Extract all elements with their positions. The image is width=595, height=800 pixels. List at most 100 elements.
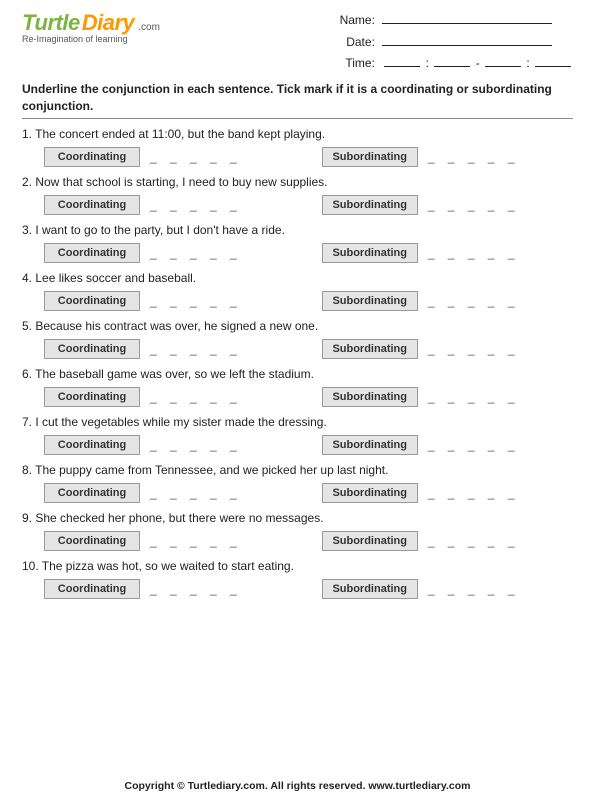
question-2: 2. Now that school is starting, I need t… bbox=[22, 175, 573, 215]
option-subordinating: Subordinating _ _ _ _ _ bbox=[322, 291, 520, 311]
question-9: 9. She checked her phone, but there were… bbox=[22, 511, 573, 551]
answer-blank[interactable]: _ _ _ _ _ bbox=[150, 246, 242, 260]
time-blank-4[interactable] bbox=[535, 66, 571, 67]
option-subordinating: Subordinating _ _ _ _ _ bbox=[322, 531, 520, 551]
logo-word-diary: Diary bbox=[82, 10, 135, 36]
option-coordinating: Coordinating _ _ _ _ _ bbox=[44, 483, 242, 503]
date-label: Date: bbox=[327, 32, 375, 54]
question-7: 7. I cut the vegetables while my sister … bbox=[22, 415, 573, 455]
coordinating-button[interactable]: Coordinating bbox=[44, 147, 140, 167]
subordinating-button[interactable]: Subordinating bbox=[322, 195, 418, 215]
question-3: 3. I want to go to the party, but I don'… bbox=[22, 223, 573, 263]
subordinating-button[interactable]: Subordinating bbox=[322, 243, 418, 263]
coordinating-button[interactable]: Coordinating bbox=[44, 339, 140, 359]
subordinating-button[interactable]: Subordinating bbox=[322, 387, 418, 407]
answer-options: Coordinating _ _ _ _ _ Subordinating _ _ _ … bbox=[22, 435, 573, 455]
question-text: 4. Lee likes soccer and baseball. bbox=[22, 271, 573, 285]
option-coordinating: Coordinating _ _ _ _ _ bbox=[44, 243, 242, 263]
answer-blank[interactable]: _ _ _ _ _ bbox=[150, 534, 242, 548]
question-8: 8. The puppy came from Tennessee, and we… bbox=[22, 463, 573, 503]
answer-blank[interactable]: _ _ _ _ _ bbox=[150, 438, 242, 452]
student-meta: Name: Date: Time: : - : bbox=[327, 10, 573, 75]
name-blank[interactable] bbox=[382, 23, 552, 24]
logo: Turtle Diary .com Re-Imagination of lear… bbox=[22, 10, 160, 44]
coordinating-button[interactable]: Coordinating bbox=[44, 291, 140, 311]
subordinating-button[interactable]: Subordinating bbox=[322, 483, 418, 503]
question-text: 3. I want to go to the party, but I don'… bbox=[22, 223, 573, 237]
answer-blank[interactable]: _ _ _ _ _ bbox=[428, 198, 520, 212]
answer-blank[interactable]: _ _ _ _ _ bbox=[150, 342, 242, 356]
question-text: 5. Because his contract was over, he sig… bbox=[22, 319, 573, 333]
answer-blank[interactable]: _ _ _ _ _ bbox=[150, 150, 242, 164]
time-blank-3[interactable] bbox=[485, 66, 521, 67]
answer-blank[interactable]: _ _ _ _ _ bbox=[150, 294, 242, 308]
question-text: 9. She checked her phone, but there were… bbox=[22, 511, 573, 525]
answer-blank[interactable]: _ _ _ _ _ bbox=[428, 582, 520, 596]
option-coordinating: Coordinating _ _ _ _ _ bbox=[44, 531, 242, 551]
subordinating-button[interactable]: Subordinating bbox=[322, 579, 418, 599]
question-text: 10. The pizza was hot, so we waited to s… bbox=[22, 559, 573, 573]
subordinating-button[interactable]: Subordinating bbox=[322, 435, 418, 455]
option-subordinating: Subordinating _ _ _ _ _ bbox=[322, 339, 520, 359]
answer-options: Coordinating _ _ _ _ _ Subordinating _ _ _ … bbox=[22, 387, 573, 407]
name-label: Name: bbox=[327, 10, 375, 32]
question-text: 7. I cut the vegetables while my sister … bbox=[22, 415, 573, 429]
answer-options: Coordinating _ _ _ _ _ Subordinating _ _ _ … bbox=[22, 291, 573, 311]
subordinating-button[interactable]: Subordinating bbox=[322, 291, 418, 311]
answer-options: Coordinating _ _ _ _ _ Subordinating _ _ _ … bbox=[22, 147, 573, 167]
coordinating-button[interactable]: Coordinating bbox=[44, 435, 140, 455]
coordinating-button[interactable]: Coordinating bbox=[44, 195, 140, 215]
time-colon-2: : bbox=[526, 56, 529, 70]
option-coordinating: Coordinating _ _ _ _ _ bbox=[44, 387, 242, 407]
option-coordinating: Coordinating _ _ _ _ _ bbox=[44, 195, 242, 215]
answer-blank[interactable]: _ _ _ _ _ bbox=[428, 294, 520, 308]
answer-blank[interactable]: _ _ _ _ _ bbox=[150, 582, 242, 596]
logo-wordmark: Turtle Diary .com bbox=[22, 10, 160, 36]
option-subordinating: Subordinating _ _ _ _ _ bbox=[322, 147, 520, 167]
answer-options: Coordinating _ _ _ _ _ Subordinating _ _ _ … bbox=[22, 531, 573, 551]
option-coordinating: Coordinating _ _ _ _ _ bbox=[44, 147, 242, 167]
time-blank-1[interactable] bbox=[384, 66, 420, 67]
answer-options: Coordinating _ _ _ _ _ Subordinating _ _ _ … bbox=[22, 483, 573, 503]
time-row: Time: : - : bbox=[327, 53, 573, 75]
time-blank-2[interactable] bbox=[434, 66, 470, 67]
answer-blank[interactable]: _ _ _ _ _ bbox=[428, 486, 520, 500]
answer-options: Coordinating _ _ _ _ _ Subordinating _ _ _ … bbox=[22, 243, 573, 263]
answer-blank[interactable]: _ _ _ _ _ bbox=[150, 486, 242, 500]
coordinating-button[interactable]: Coordinating bbox=[44, 483, 140, 503]
answer-blank[interactable]: _ _ _ _ _ bbox=[428, 438, 520, 452]
option-coordinating: Coordinating _ _ _ _ _ bbox=[44, 435, 242, 455]
coordinating-button[interactable]: Coordinating bbox=[44, 243, 140, 263]
date-blank[interactable] bbox=[382, 45, 552, 46]
answer-blank[interactable]: _ _ _ _ _ bbox=[428, 534, 520, 548]
option-subordinating: Subordinating _ _ _ _ _ bbox=[322, 483, 520, 503]
answer-blank[interactable]: _ _ _ _ _ bbox=[428, 390, 520, 404]
answer-blank[interactable]: _ _ _ _ _ bbox=[150, 198, 242, 212]
question-list: 1. The concert ended at 11:00, but the b… bbox=[22, 127, 573, 599]
subordinating-button[interactable]: Subordinating bbox=[322, 147, 418, 167]
question-1: 1. The concert ended at 11:00, but the b… bbox=[22, 127, 573, 167]
question-6: 6. The baseball game was over, so we lef… bbox=[22, 367, 573, 407]
coordinating-button[interactable]: Coordinating bbox=[44, 579, 140, 599]
coordinating-button[interactable]: Coordinating bbox=[44, 387, 140, 407]
option-subordinating: Subordinating _ _ _ _ _ bbox=[322, 435, 520, 455]
option-subordinating: Subordinating _ _ _ _ _ bbox=[322, 387, 520, 407]
instructions: Underline the conjunction in each senten… bbox=[22, 81, 573, 115]
coordinating-button[interactable]: Coordinating bbox=[44, 531, 140, 551]
time-dash: - bbox=[476, 56, 480, 70]
answer-blank[interactable]: _ _ _ _ _ bbox=[150, 390, 242, 404]
answer-blank[interactable]: _ _ _ _ _ bbox=[428, 150, 520, 164]
date-row: Date: bbox=[327, 32, 573, 54]
question-4: 4. Lee likes soccer and baseball. Coordin… bbox=[22, 271, 573, 311]
question-text: 8. The puppy came from Tennessee, and we… bbox=[22, 463, 573, 477]
subordinating-button[interactable]: Subordinating bbox=[322, 531, 418, 551]
time-colon-1: : bbox=[426, 56, 429, 70]
answer-blank[interactable]: _ _ _ _ _ bbox=[428, 342, 520, 356]
time-label: Time: bbox=[327, 53, 375, 75]
logo-word-turtle: Turtle bbox=[22, 10, 80, 36]
subordinating-button[interactable]: Subordinating bbox=[322, 339, 418, 359]
question-5: 5. Because his contract was over, he sig… bbox=[22, 319, 573, 359]
logo-suffix: .com bbox=[138, 22, 160, 33]
answer-blank[interactable]: _ _ _ _ _ bbox=[428, 246, 520, 260]
question-text: 1. The concert ended at 11:00, but the b… bbox=[22, 127, 573, 141]
